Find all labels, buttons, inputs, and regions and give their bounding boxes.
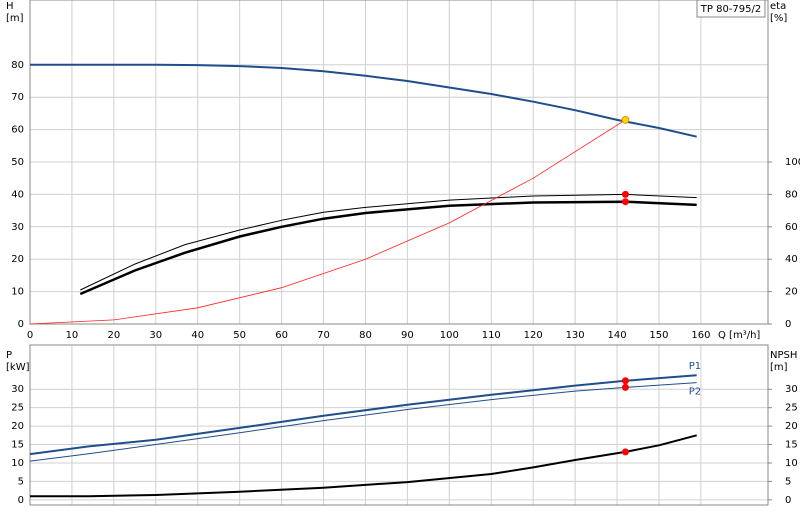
plot-frame bbox=[29, 344, 769, 506]
x-tick-label: 20 bbox=[107, 330, 120, 341]
x-tick-label: 100 bbox=[440, 330, 459, 341]
y2-axis-label: [m] bbox=[770, 362, 788, 373]
y-tick-label: 0 bbox=[18, 319, 24, 330]
y2-tick-label: 0 bbox=[785, 319, 791, 330]
x-tick-label: 120 bbox=[524, 330, 543, 341]
x-tick-label: 0 bbox=[27, 330, 33, 341]
y-tick-label: 80 bbox=[11, 60, 24, 71]
y-tick-label: 25 bbox=[11, 403, 24, 414]
series-label: P1 bbox=[689, 361, 701, 372]
y-axis-label: [m] bbox=[6, 13, 24, 24]
x-tick-label: 80 bbox=[359, 330, 372, 341]
x-tick-label: 40 bbox=[191, 330, 204, 341]
x-tick-label: 130 bbox=[566, 330, 585, 341]
y2-tick-label: 60 bbox=[785, 222, 798, 233]
duty-point bbox=[621, 383, 629, 391]
y2-tick-label: 0 bbox=[785, 495, 791, 506]
series-line bbox=[29, 382, 697, 462]
series-line bbox=[79, 200, 697, 296]
duty-point bbox=[621, 377, 629, 385]
y-tick-label: 0 bbox=[18, 495, 24, 506]
x-tick-label: 150 bbox=[649, 330, 668, 341]
y2-tick-label: 100 bbox=[785, 157, 800, 168]
duty-point bbox=[621, 448, 629, 456]
series-label: P2 bbox=[689, 387, 701, 398]
duty-point bbox=[621, 190, 629, 198]
y-tick-label: 15 bbox=[11, 440, 24, 451]
x-tick-label: 90 bbox=[401, 330, 414, 341]
y2-tick-label: 10 bbox=[785, 458, 798, 469]
duty-point bbox=[621, 198, 629, 206]
y-tick-label: 5 bbox=[18, 476, 24, 487]
y-tick-label: 50 bbox=[11, 157, 24, 168]
y-tick-label: 60 bbox=[11, 125, 24, 136]
x-tick-label: 70 bbox=[317, 330, 330, 341]
x-tick-label: 140 bbox=[607, 330, 626, 341]
y2-tick-label: 30 bbox=[785, 384, 798, 395]
y-axis-label: [kW] bbox=[6, 362, 30, 373]
x-tick-label: 160 bbox=[691, 330, 710, 341]
y-tick-label: 30 bbox=[11, 384, 24, 395]
y2-tick-label: 15 bbox=[785, 440, 798, 451]
series-line bbox=[30, 434, 697, 498]
y2-tick-label: 20 bbox=[785, 421, 798, 432]
y-tick-label: 10 bbox=[11, 458, 24, 469]
x-tick-label: 10 bbox=[66, 330, 79, 341]
y-axis-label: P bbox=[6, 350, 12, 361]
x-tick-label: 60 bbox=[275, 330, 288, 341]
series-line bbox=[30, 63, 697, 138]
y2-tick-label: 20 bbox=[785, 287, 798, 298]
y-tick-label: 40 bbox=[11, 189, 24, 200]
y2-axis-label: eta bbox=[770, 1, 786, 12]
series-line bbox=[80, 193, 697, 291]
y2-axis-label: NPSH bbox=[770, 350, 797, 361]
duty-point bbox=[621, 115, 630, 124]
x-tick-label: 110 bbox=[482, 330, 501, 341]
x-tick-label: 50 bbox=[233, 330, 246, 341]
x-axis-label: Q [m³/h] bbox=[718, 330, 760, 341]
title-box bbox=[696, 0, 766, 18]
chart-title: TP 80-795/2 bbox=[700, 4, 761, 15]
y-tick-label: 30 bbox=[11, 222, 24, 233]
y-tick-label: 20 bbox=[11, 254, 24, 265]
y2-tick-label: 80 bbox=[785, 189, 798, 200]
series-line bbox=[29, 119, 626, 325]
y-tick-label: 70 bbox=[11, 92, 24, 103]
y2-tick-label: 5 bbox=[785, 476, 791, 487]
y2-axis-label: [%] bbox=[770, 13, 787, 24]
y-axis-label: H bbox=[6, 1, 14, 12]
y2-tick-label: 40 bbox=[785, 254, 798, 265]
x-tick-label: 30 bbox=[149, 330, 162, 341]
series-line bbox=[29, 374, 697, 456]
y-tick-label: 20 bbox=[11, 421, 24, 432]
plot-frame bbox=[29, 0, 769, 325]
y2-tick-label: 25 bbox=[785, 403, 798, 414]
y-tick-label: 10 bbox=[11, 287, 24, 298]
